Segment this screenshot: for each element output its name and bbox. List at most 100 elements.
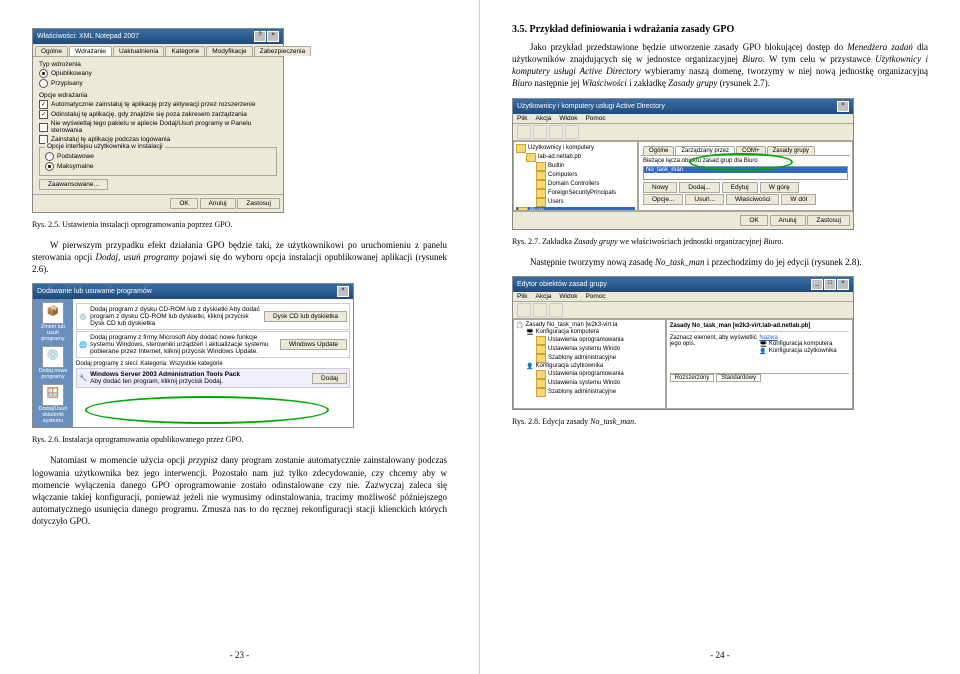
- menu-item[interactable]: Akcja: [535, 115, 551, 122]
- ok-button[interactable]: OK: [740, 215, 767, 226]
- group-policy-editor-window: Edytor obiektów zasad grupy _ □ × Plik A…: [512, 276, 854, 410]
- minimize-icon[interactable]: _: [811, 279, 823, 290]
- toolbar-button[interactable]: [517, 303, 531, 317]
- tab-extended[interactable]: Rozszerzony: [670, 374, 715, 382]
- tree-node-selected[interactable]: Biuro: [516, 207, 635, 211]
- edit-button[interactable]: Edytuj: [722, 182, 758, 193]
- menu-item[interactable]: Akcja: [535, 293, 551, 300]
- tab[interactable]: Zasady grupy: [767, 146, 815, 155]
- tab-upgrades[interactable]: Uaktualnienia: [113, 46, 164, 56]
- tree-node[interactable]: ForeignSecurityPrincipals: [516, 189, 635, 198]
- figure-caption: Rys. 2.5. Ustawienia instalacji oprogram…: [32, 220, 447, 229]
- advanced-button[interactable]: Zaawansowane...: [39, 179, 108, 190]
- cd-button[interactable]: Dysk CD lub dyskietka: [264, 311, 347, 322]
- apply-button[interactable]: Zastosuj: [807, 215, 850, 226]
- window-title: Właściwości: XML Notepad 2007: [37, 33, 139, 40]
- window-titlebar: Dodawanie lub usuwanie programów ×: [33, 284, 353, 299]
- add-new-icon[interactable]: 💿: [42, 346, 64, 368]
- radio-published[interactable]: Opublikowany: [39, 69, 277, 78]
- delete-button[interactable]: Usuń...: [685, 194, 724, 205]
- check-hide[interactable]: Nie wyświetlaj tego pakietu w aplecie Do…: [39, 120, 277, 134]
- detail-pane: Zasady No_task_man [w2k3-virt.lab-ad.net…: [666, 319, 853, 409]
- props-button[interactable]: Właściwości: [726, 194, 779, 205]
- tab-modifications[interactable]: Modyfikacje: [206, 46, 252, 56]
- tab-security[interactable]: Zabezpieczenia: [254, 46, 312, 56]
- figure-caption: Rys. 2.7. Zakładka Zasady grupy we właśc…: [512, 237, 928, 246]
- toolbar-button[interactable]: [517, 125, 531, 139]
- up-button[interactable]: W górę: [760, 182, 799, 193]
- radio-basic[interactable]: Podstawowe: [45, 152, 271, 161]
- tab-categories[interactable]: Kategorie: [165, 46, 205, 56]
- window-title: Dodawanie lub usuwanie programów: [37, 288, 152, 295]
- tree-node[interactable]: Szablony administracyjne: [516, 354, 663, 363]
- tree-pane: Użytkownicy i komputery lab-ad.netlab.pb…: [513, 141, 638, 211]
- close-icon[interactable]: ×: [337, 286, 349, 297]
- windows-components-icon[interactable]: 🪟: [42, 384, 64, 406]
- window-title: Edytor obiektów zasad grupy: [517, 281, 607, 288]
- add-button[interactable]: Dodaj...: [679, 182, 719, 193]
- window-controls: ? ×: [254, 31, 279, 42]
- help-icon[interactable]: ?: [254, 31, 266, 42]
- maximize-icon[interactable]: □: [824, 279, 836, 290]
- menu-item[interactable]: Pomoc: [585, 115, 605, 122]
- tree-node[interactable]: Users: [516, 198, 635, 207]
- radio-max[interactable]: Maksymalne: [45, 162, 271, 171]
- tree-root[interactable]: 📋 Zasady No_task_man [w2k3-virt.la: [516, 322, 663, 329]
- window-titlebar: Użytkownicy i komputery usługi Active Di…: [513, 99, 853, 114]
- toolbar-button[interactable]: [549, 303, 563, 317]
- menu-item[interactable]: Widok: [559, 293, 577, 300]
- cd-option-row: 💿Dodaj program z dysku CD-ROM lub z dysk…: [76, 303, 350, 330]
- paragraph: Następnie tworzymy nową zasadę No_task_m…: [512, 256, 928, 268]
- tab-standard[interactable]: Standardowy: [716, 374, 761, 382]
- tree-node[interactable]: Ustawienia oprogramowania: [516, 336, 663, 345]
- tree-node[interactable]: Domain Controllers: [516, 180, 635, 189]
- toolbar-button[interactable]: [549, 125, 563, 139]
- menu-item[interactable]: Pomoc: [585, 293, 605, 300]
- tree-node[interactable]: 🖥 Konfiguracja komputera: [516, 329, 663, 336]
- toolbar: [513, 302, 853, 319]
- close-icon[interactable]: ×: [267, 31, 279, 42]
- list-item[interactable]: 👤 Konfiguracja użytkownika: [759, 348, 849, 355]
- close-icon[interactable]: ×: [837, 101, 849, 112]
- ok-button[interactable]: OK: [170, 198, 197, 209]
- tree-node[interactable]: Builtin: [516, 162, 635, 171]
- add-button[interactable]: Dodaj: [312, 373, 347, 384]
- menu-item[interactable]: Widok: [559, 115, 577, 122]
- toolbar-button[interactable]: [533, 303, 547, 317]
- window-titlebar: Właściwości: XML Notepad 2007 ? ×: [33, 29, 283, 44]
- toolbar-button[interactable]: [533, 125, 547, 139]
- change-remove-icon[interactable]: 📦: [42, 302, 64, 324]
- tree-root[interactable]: Użytkownicy i komputery: [516, 144, 635, 153]
- tab-deployment[interactable]: Wdrażanie: [69, 46, 112, 56]
- tree-node[interactable]: Szablony administracyjne: [516, 388, 663, 397]
- ms-update-row: 🌐Dodaj programy z firmy Microsoft Aby do…: [76, 331, 350, 358]
- tab-general[interactable]: Ogólne: [35, 46, 68, 56]
- tree-node[interactable]: Ustawienia systemu Windo: [516, 379, 663, 388]
- tree-node[interactable]: 👤 Konfiguracja użytkownika: [516, 363, 663, 370]
- tree-node[interactable]: Computers: [516, 171, 635, 180]
- close-icon[interactable]: ×: [837, 279, 849, 290]
- menu-item[interactable]: Plik: [517, 115, 527, 122]
- cancel-button[interactable]: Anuluj: [200, 198, 236, 209]
- cancel-button[interactable]: Anuluj: [770, 215, 806, 226]
- down-button[interactable]: W dół: [781, 194, 816, 205]
- update-button[interactable]: Windows Update: [280, 339, 347, 350]
- menu-item[interactable]: Plik: [517, 293, 527, 300]
- ui-options-group: Opcje interfejsu użytkownika w instalacj…: [39, 147, 277, 176]
- radio-assigned[interactable]: Przypisany: [39, 79, 277, 88]
- menubar: Plik Akcja Widok Pomoc: [513, 292, 853, 302]
- tab[interactable]: Ogólne: [643, 146, 674, 155]
- tree-node[interactable]: lab-ad.netlab.pb: [516, 153, 635, 162]
- sidebar: 📦Zmień lub usuń programy 💿Dodaj nowe pro…: [33, 299, 73, 427]
- tree-node[interactable]: Ustawienia oprogramowania: [516, 370, 663, 379]
- check-autoinstall[interactable]: Automatycznie zainstaluj tę aplikację pr…: [39, 100, 277, 109]
- options-button[interactable]: Opcje...: [643, 194, 683, 205]
- list-item[interactable]: 🖥 Konfiguracja komputera: [759, 341, 849, 348]
- toolbar-button[interactable]: [565, 125, 579, 139]
- check-uninstall[interactable]: Odinstaluj tę aplikację, gdy znajdzie si…: [39, 110, 277, 119]
- window-titlebar: Edytor obiektów zasad grupy _ □ ×: [513, 277, 853, 292]
- apply-button[interactable]: Zastosuj: [237, 198, 280, 209]
- page-number: - 24 -: [480, 650, 960, 660]
- tree-node[interactable]: Ustawienia systemu Windo: [516, 345, 663, 354]
- new-button[interactable]: Nowy: [643, 182, 677, 193]
